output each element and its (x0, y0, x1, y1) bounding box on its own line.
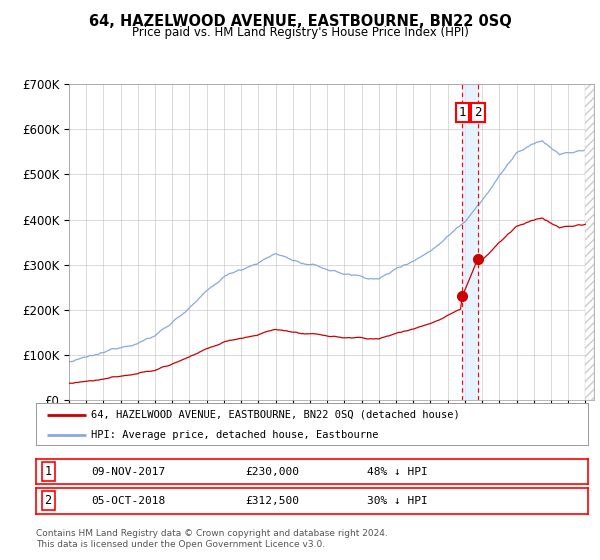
Text: HPI: Average price, detached house, Eastbourne: HPI: Average price, detached house, East… (91, 430, 379, 440)
Text: 2: 2 (44, 494, 52, 507)
Text: 64, HAZELWOOD AVENUE, EASTBOURNE, BN22 0SQ: 64, HAZELWOOD AVENUE, EASTBOURNE, BN22 0… (89, 14, 511, 29)
Text: Price paid vs. HM Land Registry's House Price Index (HPI): Price paid vs. HM Land Registry's House … (131, 26, 469, 39)
Text: 48% ↓ HPI: 48% ↓ HPI (367, 466, 428, 477)
Text: 1: 1 (44, 465, 52, 478)
Text: Contains HM Land Registry data © Crown copyright and database right 2024.
This d: Contains HM Land Registry data © Crown c… (36, 529, 388, 549)
Text: 05-OCT-2018: 05-OCT-2018 (91, 496, 166, 506)
Text: 09-NOV-2017: 09-NOV-2017 (91, 466, 166, 477)
Text: £230,000: £230,000 (246, 466, 300, 477)
Text: £312,500: £312,500 (246, 496, 300, 506)
Bar (463, 84, 478, 400)
Text: 1: 1 (459, 106, 466, 119)
Text: 2: 2 (474, 106, 482, 119)
Text: 64, HAZELWOOD AVENUE, EASTBOURNE, BN22 0SQ (detached house): 64, HAZELWOOD AVENUE, EASTBOURNE, BN22 0… (91, 410, 460, 420)
Text: 30% ↓ HPI: 30% ↓ HPI (367, 496, 428, 506)
